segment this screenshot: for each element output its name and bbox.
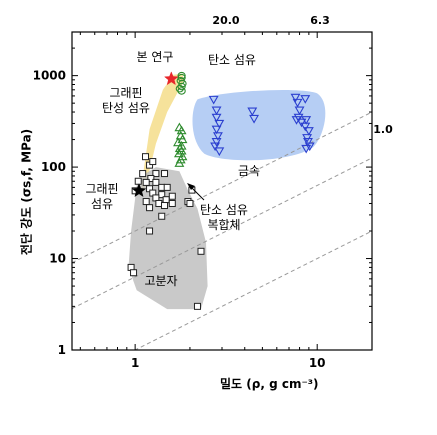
data-point-3-3 [139, 170, 147, 178]
data-point-3-6 [147, 175, 155, 183]
y-tick-label: 1000 [33, 69, 66, 83]
iso-line-6.3 [72, 157, 372, 310]
data-point-2-11 [290, 93, 301, 103]
data-point-3-27 [158, 212, 166, 220]
iso-line-1.0 [134, 230, 372, 350]
data-point-1-8 [173, 148, 184, 158]
data-point-3-18 [162, 196, 170, 204]
data-point-3-9 [152, 178, 160, 186]
data-point-0-5 [175, 84, 184, 93]
data-point-3-20 [155, 199, 163, 207]
data-point-2-0 [208, 95, 219, 105]
y-axis-label: 전단 강도 (σs,f, MPa) [19, 128, 34, 256]
annotation-graphene-elastic-fiber: 그래핀 탄성 섬유 [102, 86, 150, 115]
data-point-3-23 [168, 199, 176, 207]
data-point-3-32 [193, 302, 201, 310]
data-point-2-17 [301, 116, 312, 125]
data-point-3-28 [146, 227, 154, 235]
y-tick-label: 10 [49, 252, 66, 266]
data-point-1-4 [173, 137, 183, 147]
data-point-4-0 [131, 183, 147, 198]
data-point-3-0 [141, 153, 149, 161]
data-point-3-16 [168, 192, 176, 200]
plot-clip-group [72, 71, 372, 350]
data-point-3-8 [142, 178, 150, 186]
region-label-polymer: 고분자 [144, 274, 177, 288]
data-point-3-7 [134, 177, 142, 185]
data-point-3-26 [186, 199, 194, 207]
data-point-2-19 [303, 127, 314, 136]
x-tick-label: 1 [131, 356, 139, 370]
data-point-0-6 [177, 87, 186, 95]
data-point-2-12 [292, 98, 303, 108]
data-point-3-19 [142, 198, 150, 206]
data-point-3-5 [161, 170, 169, 178]
data-point-2-13 [294, 106, 305, 116]
data-point-2-5 [212, 132, 223, 141]
iso-label-6-3: 6.3 [310, 14, 330, 27]
annotation-graphene-fiber: 그래핀 섬유 [85, 182, 118, 211]
annotation-carbon-fiber-composite: 탄소 섬유 복합체 [200, 203, 248, 232]
data-point-3-11 [163, 183, 171, 191]
data-point-0-4 [177, 82, 186, 91]
data-point-2-4 [211, 125, 222, 135]
data-point-2-2 [211, 113, 222, 123]
x-axis-label: 밀도 (ρ, g cm⁻³) [220, 377, 319, 391]
y-tick-label: 1 [58, 343, 66, 357]
data-point-3-31 [197, 247, 205, 255]
data-point-3-21 [146, 204, 154, 212]
iso-label-1: 1.0 [373, 123, 393, 136]
annotation-carbon-fiber: 탄소 섬유 [208, 53, 256, 67]
data-point-5-0 [163, 71, 179, 86]
data-point-2-10 [249, 114, 260, 124]
region-label-metal: 금속 [238, 164, 260, 178]
data-point-2-7 [210, 142, 221, 152]
data-point-2-1 [211, 106, 222, 116]
data-point-2-3 [214, 119, 225, 129]
iso-label-20: 20.0 [212, 14, 239, 27]
x-tick-label: 10 [309, 356, 326, 370]
annotation-this-work: 본 연구 [137, 50, 174, 64]
data-point-2-14 [293, 113, 304, 123]
data-point-2-21 [303, 138, 313, 147]
data-point-2-23 [301, 144, 312, 154]
data-point-2-24 [291, 116, 302, 125]
data-point-2-22 [304, 142, 315, 152]
data-point-2-16 [300, 95, 311, 104]
data-point-3-2 [149, 158, 157, 166]
metal-region [192, 90, 326, 161]
data-point-2-6 [211, 138, 222, 147]
data-point-1-11 [174, 158, 185, 167]
data-point-3-4 [152, 170, 160, 178]
data-point-3-22 [161, 202, 169, 210]
data-point-2-18 [300, 122, 311, 132]
data-point-2-9 [247, 107, 258, 117]
y-tick-label: 100 [41, 160, 66, 174]
composite-arrow-head [187, 183, 195, 190]
data-point-2-8 [214, 147, 225, 157]
data-point-3-30 [130, 269, 138, 277]
